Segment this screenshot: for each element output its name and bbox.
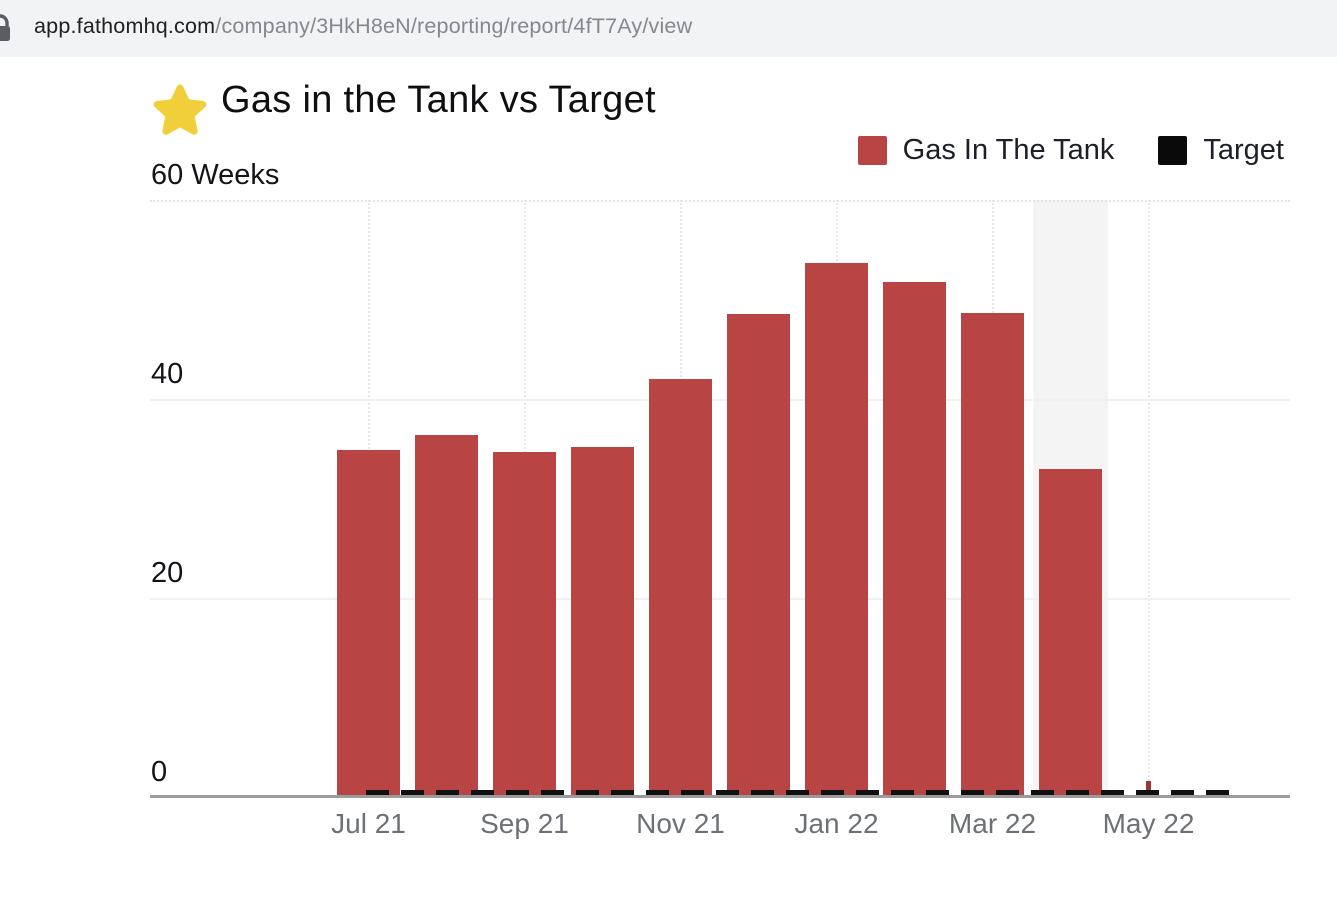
star-icon[interactable] — [153, 84, 207, 136]
bar-sep-21[interactable] — [493, 451, 556, 795]
bar-jul-21[interactable] — [337, 449, 400, 795]
target-line[interactable] — [365, 790, 1232, 796]
report-view: Gas in the Tank vs Target Gas In The Tan… — [0, 57, 1337, 903]
x-axis-label-mar-22: Mar 22 — [948, 808, 1037, 839]
gridline-y-40 — [150, 399, 1290, 401]
x-axis-label-nov-21: Nov 21 — [636, 808, 725, 839]
legend-label: Gas In The Tank — [902, 134, 1115, 166]
vertical-gridline-may-22 — [1147, 200, 1150, 797]
legend-label: Target — [1203, 134, 1284, 166]
legend-swatch-target — [1158, 136, 1188, 165]
bar-jan-22[interactable] — [805, 262, 868, 795]
bar-mar-22[interactable] — [961, 313, 1024, 795]
url-path: /company/3HkH8eN/reporting/report/4fT7Ay… — [215, 14, 693, 38]
x-axis-label-may-22: May 22 — [1102, 808, 1195, 839]
gridline-y-60 — [150, 200, 1290, 202]
url-host: app.fathomhq.com — [34, 14, 216, 38]
y-axis-label-0: 0 — [151, 756, 168, 788]
x-axis-line — [150, 795, 1290, 798]
bar-nov-21[interactable] — [649, 379, 712, 795]
legend-item-gas-in-the-tank[interactable]: Gas In The Tank — [857, 134, 1115, 167]
chart-legend: Gas In The Tank Target — [857, 134, 1284, 167]
gridline-y-20 — [150, 598, 1290, 600]
bar-apr-22[interactable] — [1039, 468, 1102, 795]
y-axis-label-40: 40 — [151, 358, 184, 390]
url-text[interactable]: app.fathomhq.com/company/3HkH8eN/reporti… — [34, 14, 692, 39]
bar-dec-21[interactable] — [727, 314, 790, 795]
bar-oct-21[interactable] — [571, 446, 634, 795]
x-axis-label-jul-21: Jul 21 — [331, 808, 406, 839]
address-bar[interactable]: app.fathomhq.com/company/3HkH8eN/reporti… — [0, 0, 1337, 57]
x-axis-labels: Jul 21 Sep 21 Nov 21 Jan 22 Mar 22 May 22 — [150, 808, 1290, 848]
bar-may-22[interactable] — [1146, 781, 1151, 795]
legend-swatch-gas-in-the-tank — [857, 136, 887, 165]
y-axis-label-60: 60 Weeks — [151, 159, 280, 191]
legend-item-target[interactable]: Target — [1158, 134, 1284, 167]
chart-title: Gas in the Tank vs Target — [221, 79, 656, 121]
bar-feb-22[interactable] — [883, 281, 946, 795]
x-axis-label-sep-21: Sep 21 — [480, 808, 569, 839]
plot-area: 60 Weeks 40 20 0 — [150, 159, 1290, 798]
x-axis-label-jan-22: Jan 22 — [794, 808, 879, 839]
y-axis-label-20: 20 — [151, 557, 184, 589]
bar-aug-21[interactable] — [415, 434, 478, 795]
lock-icon — [0, 14, 10, 41]
